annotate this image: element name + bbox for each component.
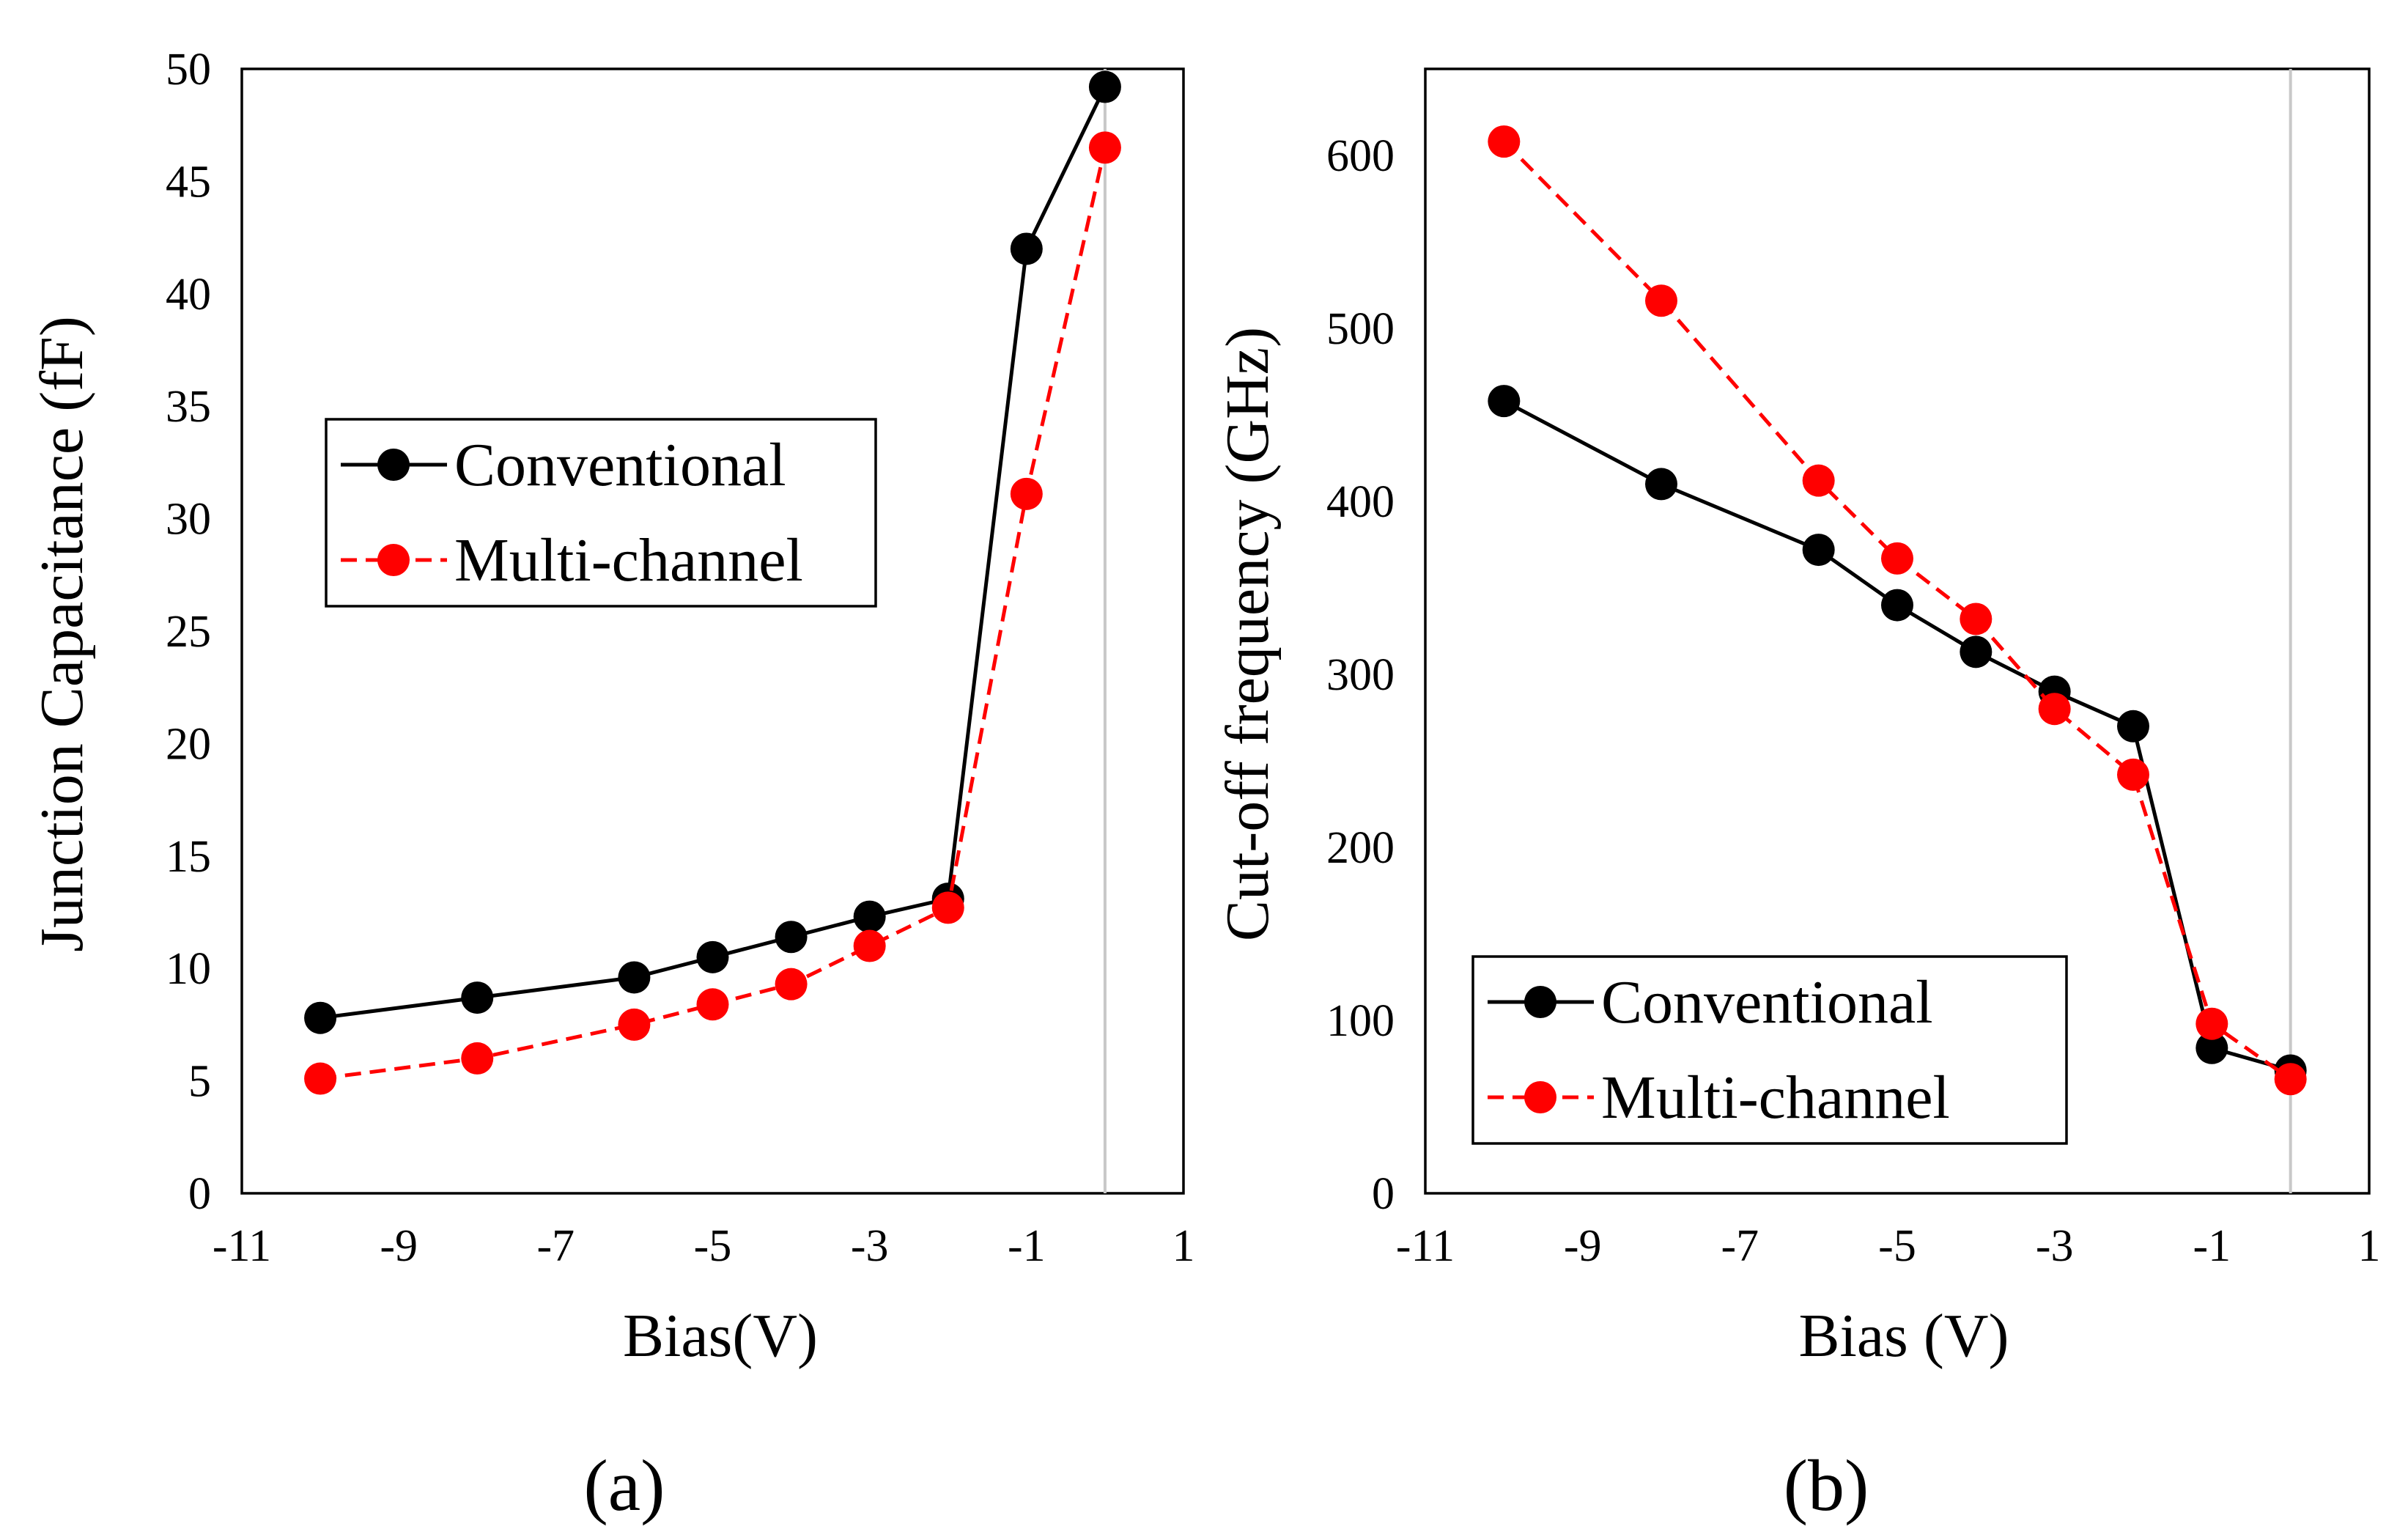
y-tick-label: 40 — [166, 270, 211, 320]
data-point-multi-channel — [2038, 693, 2071, 726]
data-point-multi-channel — [1881, 542, 1913, 575]
data-point-multi-channel — [2274, 1063, 2307, 1096]
y-axis-title: Cut-off frequency (GHz) — [1214, 327, 1282, 941]
data-point-multi-channel — [696, 988, 729, 1021]
data-point-multi-channel — [2117, 758, 2149, 791]
y-tick-label: 100 — [1326, 996, 1395, 1046]
y-tick-label: 5 — [188, 1057, 211, 1107]
data-point-conventional — [775, 921, 808, 954]
x-tick-label: -5 — [694, 1221, 732, 1271]
y-tick-label: 0 — [188, 1169, 211, 1219]
y-tick-label: 25 — [166, 607, 211, 657]
y-tick-label: 20 — [166, 719, 211, 769]
y-tick-label: 300 — [1326, 650, 1395, 700]
x-tick-label: -9 — [380, 1221, 418, 1271]
legend-box — [1471, 955, 2068, 1145]
y-tick-label: 500 — [1326, 304, 1395, 354]
y-tick-label: 35 — [166, 382, 211, 432]
data-point-conventional — [696, 940, 729, 973]
x-tick-label: -1 — [1008, 1221, 1046, 1271]
y-tick-label: 200 — [1326, 823, 1395, 873]
data-point-conventional — [853, 900, 886, 933]
series-line-multi-channel — [1502, 140, 2292, 1081]
x-tick-label: 1 — [2358, 1221, 2381, 1271]
plot-area-frame — [1424, 67, 2371, 1195]
x-tick-label: 1 — [1172, 1221, 1195, 1271]
y-tick-label: 400 — [1326, 477, 1395, 527]
data-point-conventional — [461, 981, 494, 1014]
data-point-conventional — [1088, 70, 1121, 103]
data-point-multi-channel — [1960, 603, 1992, 635]
legend-marker-multi-channel — [377, 544, 410, 576]
legend-box — [325, 418, 877, 608]
y-tick-label: 10 — [166, 944, 211, 994]
data-point-conventional — [1881, 589, 1913, 622]
y-tick-label: 0 — [1372, 1169, 1395, 1219]
x-tick-label: -5 — [1878, 1221, 1916, 1271]
data-point-conventional — [304, 1001, 337, 1034]
legend-label-conventional: Conventional — [454, 431, 786, 499]
data-point-multi-channel — [1802, 464, 1835, 497]
data-point-conventional — [1010, 232, 1043, 265]
x-tick-label: -3 — [851, 1221, 889, 1271]
x-axis-title: Bias (V) — [1799, 1302, 2009, 1370]
data-point-conventional — [618, 961, 651, 994]
data-point-multi-channel — [775, 968, 808, 1001]
data-point-multi-channel — [1088, 131, 1121, 164]
legend-marker-conventional — [1524, 986, 1556, 1018]
data-point-multi-channel — [853, 929, 886, 962]
legend-marker-multi-channel — [1524, 1081, 1556, 1113]
data-point-multi-channel — [461, 1042, 494, 1075]
data-point-conventional — [1960, 635, 1992, 668]
x-axis-title: Bias(V) — [623, 1302, 818, 1370]
legend-label-conventional: Conventional — [1601, 968, 1933, 1036]
data-point-conventional — [2117, 710, 2149, 743]
y-tick-label: 45 — [166, 157, 211, 207]
legend-label-multi-channel: Multi-channel — [454, 526, 803, 594]
x-tick-label: -7 — [537, 1221, 575, 1271]
y-tick-label: 50 — [166, 45, 211, 95]
data-point-multi-channel — [1010, 477, 1043, 510]
x-tick-label: -1 — [2193, 1221, 2231, 1271]
y-tick-label: 600 — [1326, 131, 1395, 181]
data-point-multi-channel — [1488, 125, 1521, 158]
y-tick-label: 30 — [166, 495, 211, 545]
y-tick-label: 15 — [166, 832, 211, 882]
data-point-multi-channel — [304, 1062, 337, 1095]
y-axis-title: Junction Capacitance (fF) — [28, 316, 96, 952]
x-tick-label: -9 — [1564, 1221, 1602, 1271]
x-tick-label: -7 — [1721, 1221, 1759, 1271]
x-tick-label: -3 — [2036, 1221, 2074, 1271]
data-point-multi-channel — [618, 1008, 651, 1041]
data-point-conventional — [1645, 468, 1677, 501]
data-point-conventional — [1488, 385, 1521, 418]
data-point-multi-channel — [931, 891, 964, 924]
data-point-conventional — [2195, 1031, 2228, 1064]
legend-label-multi-channel: Multi-channel — [1601, 1064, 1950, 1132]
data-point-conventional — [1802, 534, 1835, 567]
panel-label: (a) — [584, 1445, 665, 1526]
x-tick-label: -11 — [1396, 1221, 1455, 1271]
panel-label: (b) — [1784, 1445, 1869, 1526]
x-tick-label: -11 — [213, 1221, 271, 1271]
plot-area-frame — [240, 67, 1185, 1195]
data-point-multi-channel — [1645, 284, 1677, 317]
data-point-multi-channel — [2195, 1007, 2228, 1040]
legend-marker-conventional — [377, 449, 410, 481]
